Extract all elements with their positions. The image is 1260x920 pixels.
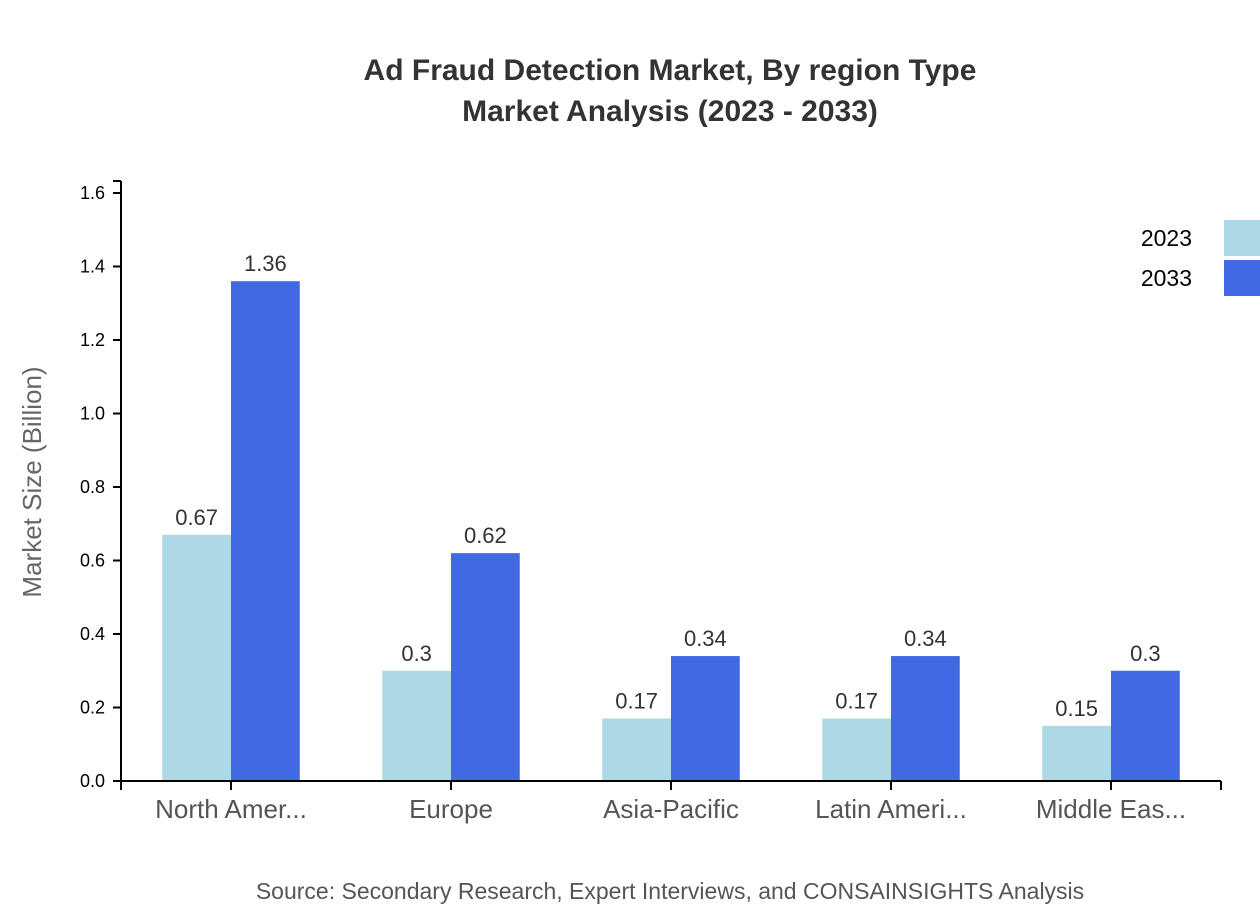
value-labels-group: 0.67 1.36 0.3 0.62 0.17 0.34 0.17 0.34 0.15 0.3 bbox=[175, 251, 1160, 721]
bar-2023 bbox=[1042, 725, 1111, 781]
legend-label-2023: 2023 bbox=[1141, 225, 1192, 251]
chart-title-line-2: Market Analysis (2023 - 2033) bbox=[462, 95, 878, 128]
bar-2033 bbox=[671, 656, 740, 781]
x-tick-label: Middle Eas... bbox=[1036, 794, 1186, 824]
x-tick-label: Asia-Pacific bbox=[603, 794, 739, 824]
value-label: 0.34 bbox=[904, 626, 947, 651]
y-tick-label: 1.2 bbox=[80, 330, 105, 350]
value-label: 0.62 bbox=[464, 523, 507, 548]
value-label: 0.17 bbox=[615, 689, 658, 714]
y-tick-label: 0.4 bbox=[80, 624, 105, 644]
legend-label-2033: 2033 bbox=[1141, 265, 1192, 291]
value-label: 0.3 bbox=[1130, 641, 1161, 666]
bar-2033 bbox=[231, 281, 300, 781]
legend-swatch-2033 bbox=[1224, 260, 1260, 296]
y-tick-label: 1.0 bbox=[80, 404, 105, 424]
y-tick-label: 0.6 bbox=[80, 551, 105, 571]
value-label: 0.17 bbox=[835, 689, 878, 714]
x-tick-label: Latin Ameri... bbox=[815, 794, 967, 824]
chart-title-line-1: Ad Fraud Detection Market, By region Typ… bbox=[363, 54, 977, 87]
legend-swatch-2023 bbox=[1224, 220, 1260, 256]
y-tick-label: 0.0 bbox=[80, 771, 105, 791]
bar-2033 bbox=[1111, 670, 1180, 781]
x-axis: North Amer... Europe Asia-Pacific Latin Ame… bbox=[120, 780, 1222, 824]
value-label: 0.15 bbox=[1055, 696, 1098, 721]
chart-title: Ad Fraud Detection Market, By region Typ… bbox=[0, 50, 1260, 132]
bar-2023 bbox=[382, 670, 451, 781]
x-tick-label: Europe bbox=[409, 794, 493, 824]
y-axis-label: Market Size (Billion) bbox=[17, 366, 47, 597]
bars-group bbox=[162, 281, 1180, 781]
value-label: 0.34 bbox=[684, 626, 727, 651]
bar-2023 bbox=[602, 718, 671, 781]
y-tick-label: 0.2 bbox=[80, 698, 105, 718]
bar-2033 bbox=[891, 656, 960, 781]
y-tick-label: 0.8 bbox=[80, 477, 105, 497]
y-axis: 0.0 0.2 0.4 0.6 0.8 1.0 1.2 1.4 1.6 bbox=[80, 180, 122, 791]
bar-2033 bbox=[451, 553, 520, 781]
y-tick-label: 1.4 bbox=[80, 257, 105, 277]
value-label: 0.67 bbox=[175, 505, 218, 530]
bar-2023 bbox=[822, 718, 891, 781]
x-tick-label: North Amer... bbox=[155, 794, 307, 824]
bar-2023 bbox=[162, 534, 231, 781]
legend: 2023 2033 bbox=[1141, 220, 1260, 296]
value-label: 0.3 bbox=[401, 641, 432, 666]
source-note: Source: Secondary Research, Expert Inter… bbox=[255, 878, 1085, 904]
value-label: 1.36 bbox=[244, 251, 287, 276]
y-tick-label: 1.6 bbox=[80, 183, 105, 203]
